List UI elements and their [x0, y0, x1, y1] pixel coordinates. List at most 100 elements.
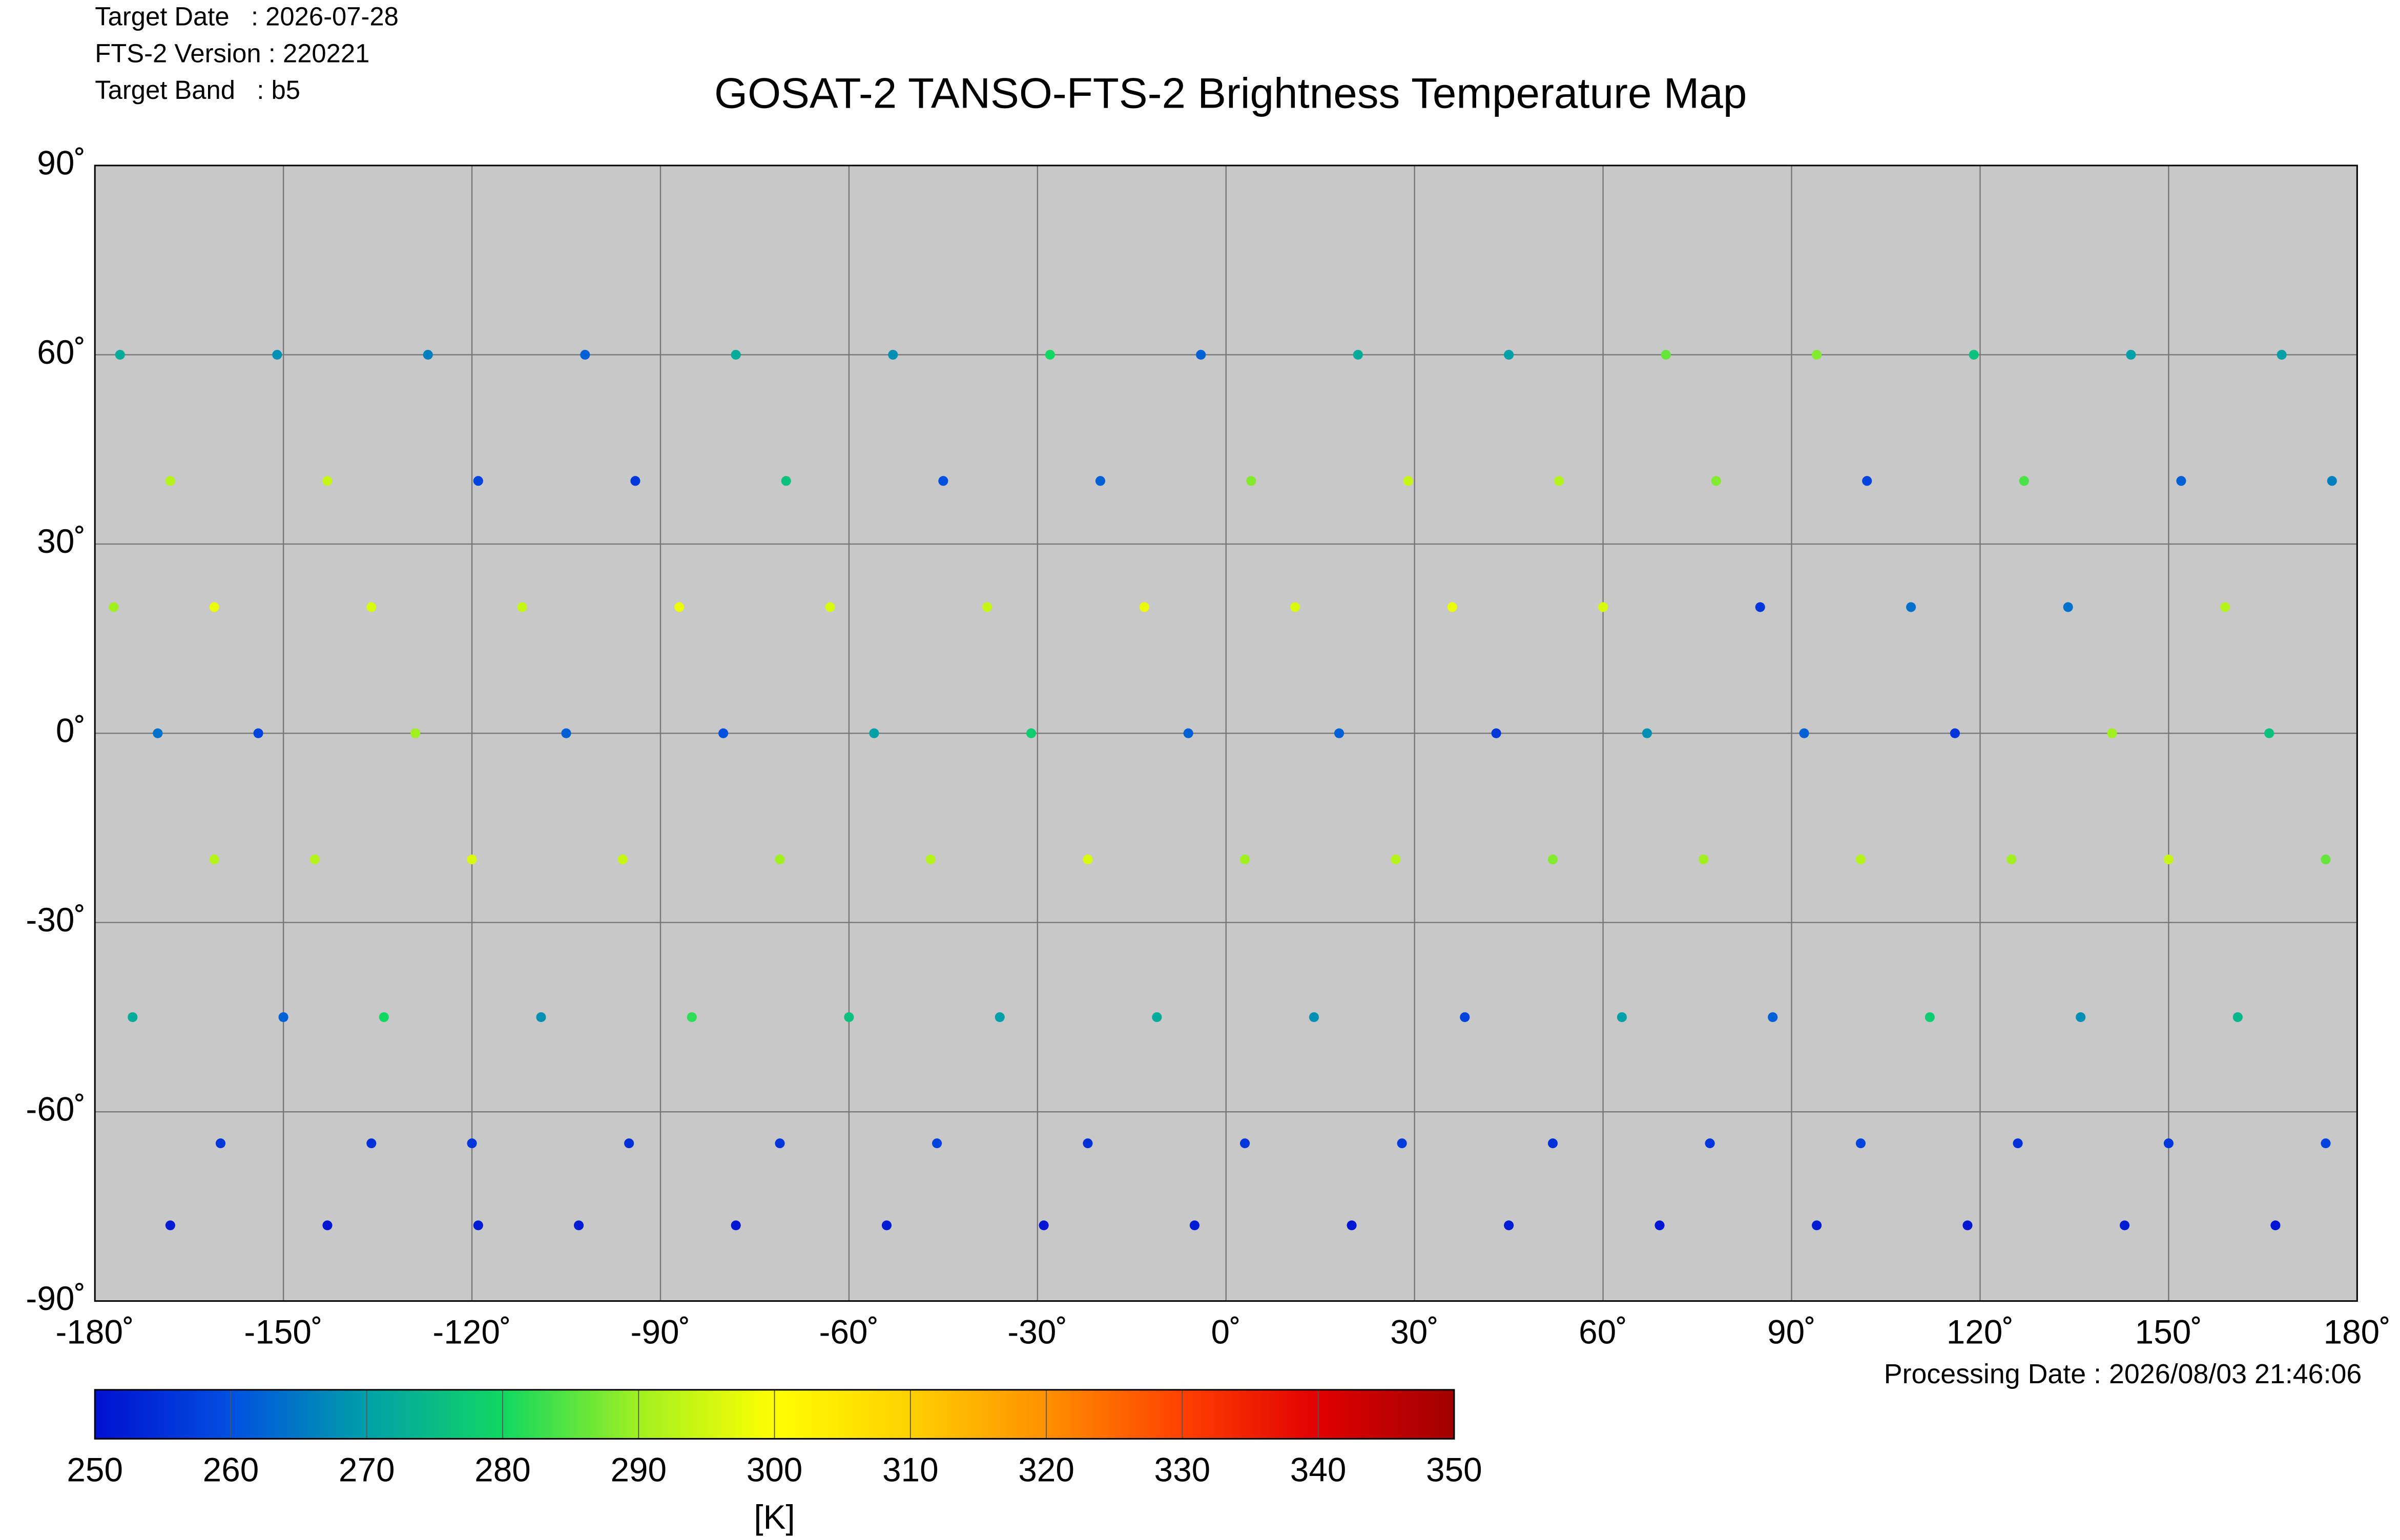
- observation-point: [881, 1220, 892, 1231]
- y-tick-label: 0˚: [56, 712, 86, 750]
- observation-point: [731, 349, 741, 360]
- colorbar-tick-label: 300: [747, 1451, 803, 1489]
- colorbar-label: [K]: [754, 1499, 795, 1536]
- observation-point: [1699, 855, 1709, 865]
- observation-point: [272, 349, 282, 360]
- observation-point: [153, 728, 163, 738]
- map-frame: [94, 164, 2358, 1302]
- colorbar-segment: [231, 1389, 368, 1439]
- colorbar-segment: [95, 1389, 232, 1439]
- observation-point: [2013, 1138, 2023, 1149]
- observation-point: [1504, 1220, 1514, 1231]
- observation-point: [1353, 349, 1363, 360]
- observation-point: [1554, 476, 1564, 486]
- observation-point: [617, 855, 628, 865]
- colorbar-tick-label: 310: [882, 1451, 939, 1489]
- observation-point: [844, 1012, 854, 1022]
- observation-point: [888, 349, 898, 360]
- colorbar-segment: [503, 1389, 639, 1439]
- colorbar-tick-label: 340: [1290, 1451, 1347, 1489]
- observation-point: [1598, 602, 1608, 612]
- observation-point: [1661, 349, 1671, 360]
- observation-point: [718, 728, 729, 738]
- observation-point: [366, 1138, 377, 1149]
- observation-point: [1812, 349, 1822, 360]
- observation-point: [574, 1220, 584, 1231]
- observation-point: [1083, 1138, 1093, 1149]
- observation-point: [781, 476, 791, 486]
- colorbar-tick-label: 320: [1018, 1451, 1074, 1489]
- y-tick-label: 60˚: [37, 334, 86, 371]
- observation-point: [825, 602, 835, 612]
- target-date: Target Date : 2026-07-28: [95, 2, 399, 31]
- observation-point: [938, 476, 948, 486]
- observation-point: [2264, 728, 2274, 738]
- observation-point: [2277, 349, 2287, 360]
- x-tick-label: -180˚: [56, 1314, 134, 1351]
- x-tick-label: 0˚: [1211, 1314, 1241, 1351]
- observation-point: [1768, 1012, 1778, 1022]
- observation-point: [2019, 476, 2029, 486]
- observation-point: [1039, 1220, 1049, 1231]
- observation-point: [467, 1138, 477, 1149]
- observation-point: [1460, 1012, 1470, 1022]
- y-tick-label: -60˚: [26, 1091, 86, 1128]
- observation-point: [1799, 728, 1809, 738]
- observation-point: [687, 1012, 697, 1022]
- x-tick-label: 180˚: [2324, 1314, 2391, 1351]
- observation-point: [366, 602, 377, 612]
- observation-point: [982, 602, 992, 612]
- observation-point: [165, 476, 175, 486]
- observation-point: [1862, 476, 1872, 486]
- colorbar-tick-label: 330: [1154, 1451, 1211, 1489]
- observation-point: [1950, 728, 1960, 738]
- observation-point: [995, 1012, 1005, 1022]
- observation-point: [775, 1138, 785, 1149]
- y-tick-label: -90˚: [26, 1280, 86, 1317]
- observation-point: [1189, 1220, 1200, 1231]
- observation-point: [1309, 1012, 1319, 1022]
- observation-point: [775, 855, 785, 865]
- observation-point: [1139, 602, 1149, 612]
- observation-point: [1334, 728, 1344, 738]
- observation-point: [410, 728, 421, 738]
- observation-point: [932, 1138, 942, 1149]
- observation-point: [309, 855, 320, 865]
- observation-point: [1183, 728, 1193, 738]
- observation-point: [322, 1220, 333, 1231]
- observation-point: [2321, 1138, 2331, 1149]
- observation-point: [1045, 349, 1055, 360]
- colorbar-tick-label: 350: [1426, 1451, 1482, 1489]
- observation-point: [473, 476, 483, 486]
- colorbar-segment: [366, 1389, 504, 1439]
- observation-point: [1547, 1138, 1558, 1149]
- observation-point: [1855, 855, 1866, 865]
- observation-point: [674, 602, 685, 612]
- observation-point: [1925, 1012, 1935, 1022]
- observation-point: [2163, 855, 2174, 865]
- observation-point: [869, 728, 879, 738]
- observation-point: [2120, 1220, 2130, 1231]
- colorbar-tick-label: 260: [203, 1451, 259, 1489]
- observation-point: [731, 1220, 741, 1231]
- colorbar-frame: [94, 1389, 1455, 1440]
- x-tick-label: 30˚: [1390, 1314, 1439, 1351]
- observation-point: [1240, 1138, 1250, 1149]
- x-tick-label: -150˚: [244, 1314, 322, 1351]
- observation-point: [115, 349, 125, 360]
- observation-point: [580, 349, 590, 360]
- observation-point: [1504, 349, 1514, 360]
- observation-point: [423, 349, 433, 360]
- observation-point: [473, 1220, 483, 1231]
- colorbar-tick-label: 270: [339, 1451, 395, 1489]
- observation-point: [2270, 1220, 2281, 1231]
- observation-point: [1755, 602, 1765, 612]
- colorbar-tick-label: 290: [610, 1451, 667, 1489]
- colorbar-segment: [1318, 1389, 1455, 1439]
- observation-point: [1705, 1138, 1715, 1149]
- observation-point: [624, 1138, 634, 1149]
- observation-point: [2107, 728, 2117, 738]
- observation-point: [2063, 602, 2073, 612]
- x-tick-label: 90˚: [1767, 1314, 1816, 1351]
